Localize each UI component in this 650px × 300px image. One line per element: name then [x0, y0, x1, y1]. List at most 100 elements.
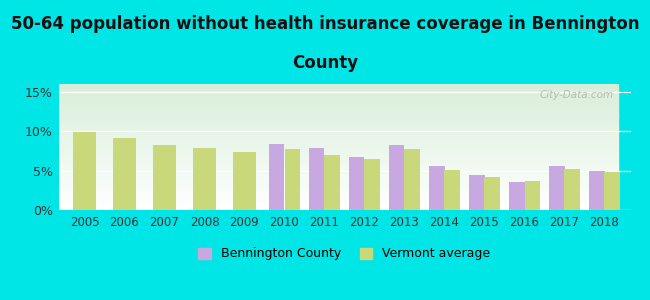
Bar [58, 202, 619, 204]
Bar [233, 152, 256, 210]
Bar [58, 88, 619, 89]
Bar [58, 92, 619, 93]
Bar [58, 90, 619, 92]
Bar [58, 151, 619, 152]
Bar [58, 142, 619, 143]
Bar [58, 200, 619, 201]
Bar [58, 178, 619, 180]
Bar [58, 128, 619, 129]
Bar [113, 137, 136, 210]
Bar [349, 157, 365, 210]
Bar [365, 159, 380, 210]
Bar [58, 181, 619, 182]
Bar [58, 164, 619, 165]
Bar [58, 158, 619, 160]
Bar [58, 177, 619, 178]
Text: 50-64 population without health insurance coverage in Bennington: 50-64 population without health insuranc… [11, 15, 639, 33]
Bar [58, 160, 619, 161]
Bar [58, 194, 619, 195]
Bar [73, 132, 96, 210]
Bar [58, 186, 619, 187]
Bar [58, 137, 619, 138]
Bar [58, 173, 619, 175]
Bar [58, 121, 619, 122]
Bar [58, 99, 619, 100]
Bar [469, 175, 484, 210]
Bar [58, 191, 619, 192]
Bar [58, 124, 619, 126]
Bar [58, 185, 619, 186]
Bar [58, 166, 619, 167]
Bar [58, 196, 619, 197]
Bar [58, 95, 619, 97]
Bar [58, 85, 619, 86]
Bar [58, 205, 619, 206]
Bar [58, 189, 619, 190]
Bar [58, 102, 619, 103]
Bar [58, 107, 619, 108]
Bar [58, 156, 619, 157]
Bar [58, 118, 619, 119]
Bar [58, 132, 619, 133]
Bar [58, 93, 619, 94]
Bar [58, 145, 619, 146]
Bar [58, 98, 619, 99]
Bar [58, 122, 619, 123]
Bar [58, 161, 619, 162]
Bar [58, 190, 619, 191]
Bar [58, 133, 619, 134]
Bar [58, 146, 619, 147]
Bar [269, 144, 285, 210]
Bar [404, 148, 420, 210]
Bar [58, 180, 619, 181]
Bar [58, 175, 619, 176]
Bar [58, 208, 619, 209]
Text: County: County [292, 54, 358, 72]
Bar [58, 127, 619, 128]
Bar [58, 182, 619, 184]
Bar [58, 197, 619, 199]
Bar [58, 108, 619, 109]
Bar [58, 86, 619, 88]
Bar [58, 154, 619, 156]
Legend: Bennington County, Vermont average: Bennington County, Vermont average [198, 248, 491, 260]
Bar [58, 89, 619, 90]
Bar [58, 187, 619, 189]
Bar [58, 184, 619, 185]
Bar [484, 177, 500, 210]
Bar [58, 199, 619, 200]
Bar [58, 103, 619, 104]
Bar [324, 155, 340, 210]
Bar [58, 165, 619, 166]
Bar [58, 138, 619, 140]
Bar [58, 176, 619, 177]
Bar [285, 149, 300, 210]
Bar [58, 119, 619, 121]
Bar [58, 105, 619, 107]
Bar [58, 97, 619, 98]
Bar [58, 206, 619, 208]
Bar [309, 148, 324, 210]
Bar [58, 110, 619, 112]
Bar [58, 123, 619, 124]
Bar [58, 130, 619, 132]
Bar [193, 148, 216, 210]
Bar [590, 171, 605, 210]
Bar [58, 136, 619, 137]
Bar [58, 195, 619, 196]
Bar [58, 84, 619, 85]
Bar [549, 166, 564, 210]
Bar [58, 100, 619, 102]
Bar [58, 140, 619, 141]
Bar [564, 169, 580, 210]
Bar [58, 143, 619, 145]
Bar [58, 204, 619, 205]
Bar [58, 167, 619, 168]
Bar [58, 209, 619, 210]
Bar [58, 104, 619, 105]
Bar [58, 109, 619, 110]
Bar [58, 116, 619, 117]
Bar [525, 181, 540, 210]
Bar [58, 153, 619, 154]
Bar [58, 152, 619, 153]
